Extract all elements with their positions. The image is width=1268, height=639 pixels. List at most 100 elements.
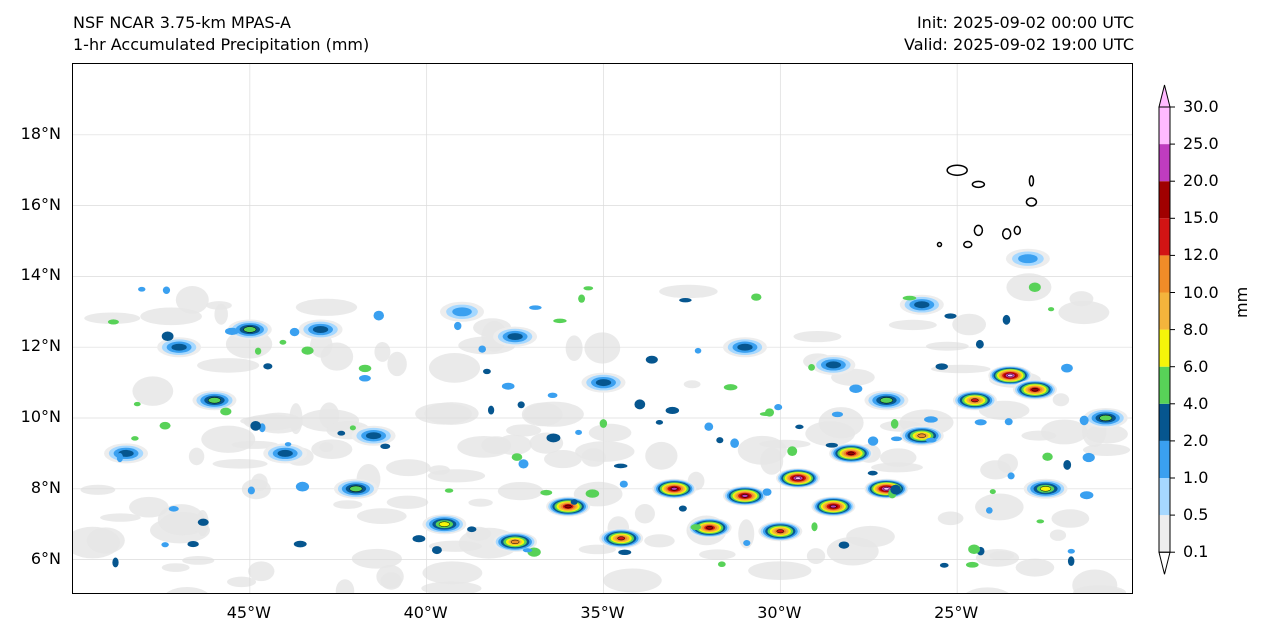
light-precip-area xyxy=(634,503,655,524)
light-precip-area xyxy=(806,548,826,564)
light-precip-area xyxy=(1040,419,1088,445)
convective-cell xyxy=(547,392,558,398)
convective-cell xyxy=(295,481,310,492)
convective-cell xyxy=(293,540,307,548)
convective-cell xyxy=(716,437,724,444)
precip-cell xyxy=(741,494,749,498)
light-precip-area xyxy=(683,380,701,389)
convective-cell xyxy=(645,355,658,364)
light-precip-area xyxy=(521,402,563,427)
convective-cell xyxy=(197,518,209,526)
light-precip-area xyxy=(227,576,257,588)
convective-cell xyxy=(924,416,938,423)
convective-cell xyxy=(131,436,139,441)
convective-cell xyxy=(613,463,628,469)
precip-cell xyxy=(847,451,855,456)
latitude-tick-label: 10°N xyxy=(20,407,61,426)
latitude-tick-label: 6°N xyxy=(30,548,61,568)
precip-cell xyxy=(1040,486,1052,492)
convective-cell xyxy=(518,459,529,469)
colorbar-segment xyxy=(1159,144,1170,182)
convective-cell xyxy=(467,526,477,533)
colorbar-tick-label: 12.0 xyxy=(1183,245,1219,265)
precip-cell xyxy=(670,487,678,491)
precip-cell xyxy=(794,476,802,480)
convective-cell xyxy=(890,484,901,495)
light-precip-area xyxy=(1015,558,1055,577)
convective-cell xyxy=(811,522,818,532)
colorbar-segment xyxy=(1159,478,1170,516)
convective-cell xyxy=(546,433,561,443)
light-precip-area xyxy=(966,587,1009,593)
convective-cell xyxy=(373,310,384,321)
light-precip-area xyxy=(157,504,205,536)
light-precip-area xyxy=(374,341,391,362)
colorbar-tick-label: 20.0 xyxy=(1183,171,1219,191)
light-precip-area xyxy=(319,442,334,453)
convective-cell xyxy=(599,419,608,428)
convective-cell xyxy=(570,499,578,505)
convective-cell xyxy=(831,411,844,418)
light-precip-area xyxy=(182,556,215,565)
convective-cell xyxy=(759,412,773,417)
convective-cell xyxy=(849,384,863,394)
convective-cell xyxy=(925,437,937,443)
valid-time: Valid: 2025-09-02 19:00 UTC xyxy=(903,35,1134,54)
precip-cell xyxy=(879,397,893,404)
light-precip-area xyxy=(73,526,121,559)
light-precip-area xyxy=(497,481,544,501)
colorbar-tick-label: 30.0 xyxy=(1183,97,1219,116)
convective-cell xyxy=(553,318,567,324)
light-precip-area xyxy=(468,498,493,507)
precip-cell xyxy=(917,433,927,438)
island-outline xyxy=(946,164,968,176)
colorbar-tick-label: 15.0 xyxy=(1183,208,1219,228)
convective-cell xyxy=(431,546,442,555)
precip-cell xyxy=(595,379,612,387)
colorbar-tick-label: 4.0 xyxy=(1183,393,1209,413)
chart-title-block: NSF NCAR 3.75-km MPAS-A 1-hr Accumulated… xyxy=(73,12,369,56)
convective-cell xyxy=(247,486,255,495)
convective-cell xyxy=(187,541,199,548)
light-precip-area xyxy=(644,534,675,548)
light-precip-area xyxy=(584,332,621,364)
light-precip-area xyxy=(1069,291,1094,307)
light-precip-area xyxy=(1058,300,1110,325)
light-precip-area xyxy=(645,441,678,470)
precip-cell xyxy=(507,333,523,341)
light-precip-area xyxy=(335,579,355,593)
light-precip-area xyxy=(1073,585,1126,593)
convective-cell xyxy=(679,297,692,303)
island-outline xyxy=(973,224,984,237)
latitude-tick-label: 18°N xyxy=(20,123,61,143)
colorbar-segment xyxy=(1159,181,1170,219)
longitude-tick-label: 45°W xyxy=(226,603,271,622)
colorbar-min-extension xyxy=(1158,551,1171,575)
light-precip-area xyxy=(386,459,431,477)
precip-cell xyxy=(970,398,979,403)
latitude-tick-label: 14°N xyxy=(20,265,61,285)
convective-cell xyxy=(578,294,586,303)
convective-cell xyxy=(511,453,523,461)
island-outline xyxy=(971,180,986,189)
colorbar-segment xyxy=(1159,255,1170,293)
convective-cell xyxy=(1007,472,1015,480)
colorbar-segment xyxy=(1159,515,1170,553)
latitude-tick-label: 16°N xyxy=(20,194,61,214)
light-precip-area xyxy=(376,564,404,589)
light-precip-area xyxy=(506,424,542,437)
colorbar-segment xyxy=(1159,366,1170,404)
island-outline xyxy=(1013,225,1022,236)
precip-cell xyxy=(1018,254,1038,264)
island-outline xyxy=(1025,197,1038,207)
light-precip-area xyxy=(1049,529,1067,541)
colorbar-tick-label: 6.0 xyxy=(1183,356,1209,376)
time-info-block: Init: 2025-09-02 00:00 UTC Valid: 2025-0… xyxy=(904,12,1134,56)
convective-cell xyxy=(107,319,119,325)
longitude-tick-label: 30°W xyxy=(757,603,802,622)
convective-cell xyxy=(704,422,714,431)
precipitation-map xyxy=(73,64,1132,593)
colorbar-segment xyxy=(1159,107,1170,145)
convective-cell xyxy=(694,347,702,354)
light-precip-area xyxy=(659,284,718,299)
